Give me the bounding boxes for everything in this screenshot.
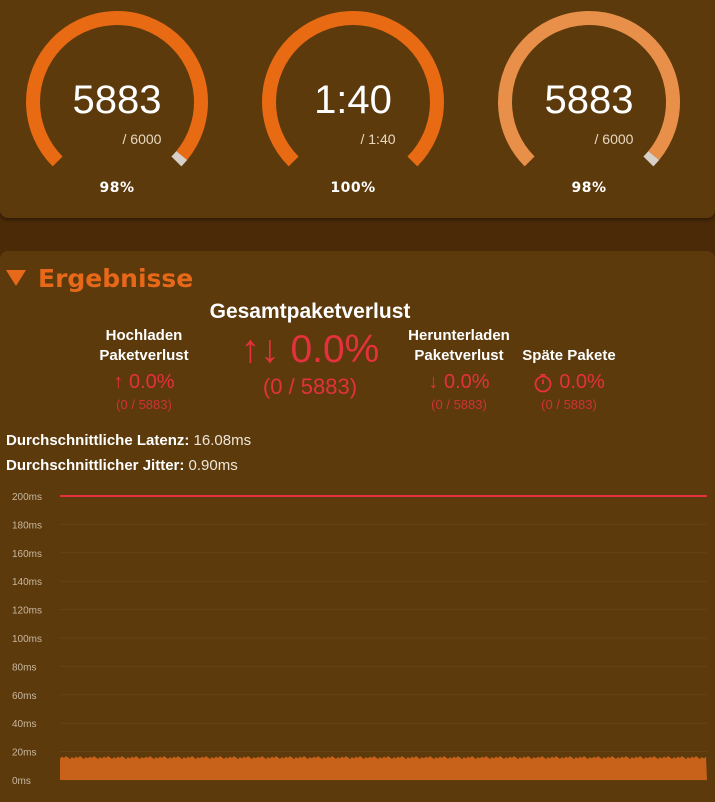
download-loss-count: (0 / 5883) [431,397,487,412]
gauge-value: 5883 [544,78,634,122]
upload-loss-value: ↑ 0.0% [113,371,175,393]
upload-loss-label-2: Paketverlust [99,347,189,364]
results-section-toggle[interactable]: Ergebnisse [6,262,193,294]
download-loss-value: ↓ 0.0% [428,371,490,393]
total-loss-label: Gesamtpaketverlust [209,300,411,323]
upload-packet-loss: Hochladen Paketverlust ↑ 0.0% (0 / 5883) [84,326,204,412]
gauge-total: / 6000 [594,131,634,147]
gauge-fill [26,11,208,167]
gauge-fill [498,11,680,167]
gauge-percent: 100% [330,180,376,196]
duration-ring [262,11,444,167]
y-tick-label: 80ms [12,662,36,673]
received-packets-gauge: 5883 / 6000 98% [494,0,694,210]
sent-packets-ring [26,11,208,167]
gauge-value: 1:40 [314,78,392,122]
duration-gauge: 1:40 / 1:40 100% [258,0,458,210]
y-tick-label: 40ms [12,719,36,730]
y-tick-label: 0ms [12,776,31,787]
gauge-panel: 5883 / 6000 98% 1:40 / 1:40 100% 5883 / … [0,0,715,218]
gauge-remainder [171,151,188,167]
y-tick-label: 60ms [12,691,36,702]
late-packets: Späte Pakete 0.0% (0 / 5883) [514,346,624,412]
triangle-down-icon [6,270,26,286]
total-loss-count: (0 / 5883) [262,374,358,399]
average-latency-label: Durchschnittliche Latenz: [6,432,190,449]
average-latency: Durchschnittliche Latenz: 16.08ms [6,432,251,449]
late-packets-value-row: 0.0% [514,371,624,394]
average-latency-value: 16.08ms [193,432,252,449]
latency-area [60,755,707,780]
gauge-percent: 98% [571,180,607,196]
gauge-total: / 1:40 [360,131,396,147]
y-tick-label: 20ms [12,748,36,759]
download-packet-loss: Herunterladen Paketverlust ↓ 0.0% (0 / 5… [398,326,520,412]
total-packet-loss: Gesamtpaketverlust ↑↓ 0.0% (0 / 5883) [190,300,430,400]
average-jitter-label: Durchschnittlicher Jitter: [6,457,185,474]
sent-packets-gauge: 5883 / 6000 98% [22,0,222,210]
chart-grid [60,495,707,781]
upload-loss-count: (0 / 5883) [116,397,172,412]
gauge-fill [262,11,444,167]
received-packets-ring [498,11,680,167]
stopwatch-icon [534,373,552,392]
y-tick-label: 180ms [12,520,42,531]
late-packets-label: Späte Pakete [522,347,616,364]
gauge-total: / 6000 [122,131,162,147]
late-packets-value: 0.0% [559,371,605,393]
results-panel [0,251,715,802]
y-tick-label: 200ms [12,492,42,503]
y-tick-label: 140ms [12,577,42,588]
chart-y-axis: 200ms 180ms 160ms 140ms 120ms 100ms 80ms 60ms 40… [12,492,42,787]
download-loss-label-2: Paketverlust [414,347,504,364]
upload-loss-label-1: Hochladen [105,327,183,344]
total-loss-value: ↑↓ 0.0% [240,328,380,371]
gauge-value: 5883 [72,78,162,122]
latency-chart: 200ms 180ms 160ms 140ms 120ms 100ms 80ms 60ms 40… [12,492,707,787]
average-jitter-value: 0.90ms [188,457,238,474]
y-tick-label: 100ms [12,634,42,645]
late-packets-count: (0 / 5883) [541,397,597,412]
download-loss-label-1: Herunterladen [408,327,510,344]
average-jitter: Durchschnittlicher Jitter: 0.90ms [6,457,238,474]
y-tick-label: 160ms [12,549,42,560]
results-title: Ergebnisse [38,263,194,293]
gauge-percent: 98% [99,180,135,196]
gauge-remainder [643,151,660,167]
y-tick-label: 120ms [12,606,42,617]
